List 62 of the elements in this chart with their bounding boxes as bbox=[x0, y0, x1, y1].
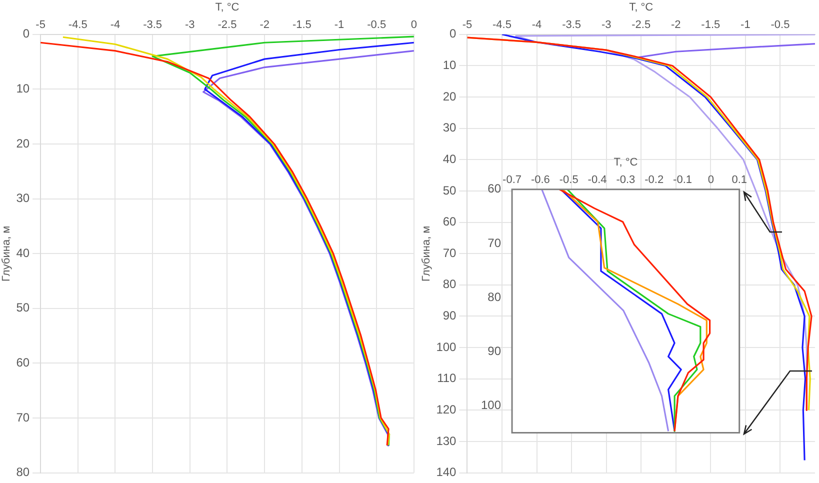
x-tick-label: -0.6 bbox=[530, 174, 550, 186]
x-tick-label: -2.5 bbox=[632, 18, 651, 31]
y-axis-title: Глубина, м bbox=[420, 226, 433, 282]
x-tick-label: -4.5 bbox=[492, 18, 512, 31]
x-tick-label: -0.4 bbox=[588, 174, 607, 186]
x-tick-label: -1.5 bbox=[292, 18, 312, 31]
y-tick-label: 120 bbox=[436, 402, 457, 416]
x-tick-label: -0.7 bbox=[502, 174, 522, 186]
x-tick-label: -3.5 bbox=[143, 18, 162, 31]
x-tick-label: -0.2 bbox=[644, 174, 664, 186]
x-tick-label: -2 bbox=[260, 18, 270, 31]
y-tick-label: 100 bbox=[436, 340, 457, 354]
y-tick-label: 70 bbox=[442, 246, 457, 260]
y-tick-label: 30 bbox=[16, 191, 30, 206]
y-tick-label: 10 bbox=[16, 82, 30, 96]
x-tick-label: -0.5 bbox=[559, 174, 578, 186]
y-tick-label: 110 bbox=[437, 371, 457, 386]
y-tick-label: 70 bbox=[16, 410, 30, 424]
x-tick-label: -0.5 bbox=[770, 18, 790, 31]
x-tick-label: -5 bbox=[462, 18, 472, 31]
x-tick-label: -1 bbox=[740, 18, 750, 31]
y-tick-label: 130 bbox=[436, 434, 457, 448]
y-tick-label: 40 bbox=[16, 246, 30, 260]
y-tick-label: 10 bbox=[442, 58, 457, 72]
x-tick-label: -4 bbox=[110, 18, 120, 31]
y-tick-label: 50 bbox=[16, 300, 30, 315]
x-tick-label: -4 bbox=[532, 18, 542, 31]
y-tick-label: 60 bbox=[16, 356, 30, 370]
x-tick-label: -2.5 bbox=[218, 18, 237, 31]
x-tick-label: -1 bbox=[334, 18, 344, 31]
y-tick-label: 30 bbox=[442, 120, 457, 135]
y-tick-label: 80 bbox=[16, 465, 30, 480]
y-tick-label: 60 bbox=[442, 214, 457, 229]
x-axis-title: T, °C bbox=[629, 2, 654, 14]
x-tick-label: -0.3 bbox=[616, 174, 636, 186]
y-tick-label: 70 bbox=[488, 236, 502, 250]
y-tick-label: 80 bbox=[488, 290, 502, 304]
y-tick-label: 140 bbox=[436, 465, 457, 480]
x-tick-label: -3.5 bbox=[562, 18, 582, 31]
y-tick-label: 80 bbox=[442, 277, 457, 292]
x-tick-label: -2 bbox=[671, 18, 681, 31]
x-tick-label: -3 bbox=[185, 18, 195, 31]
x-tick-label: -5 bbox=[36, 18, 46, 31]
y-tick-label: 20 bbox=[16, 136, 30, 150]
x-tick-label: -1.5 bbox=[701, 18, 720, 31]
x-axis-title: T, °C bbox=[614, 156, 638, 169]
y-tick-label: 60 bbox=[488, 182, 502, 196]
x-tick-label: -0.1 bbox=[673, 174, 692, 186]
y-tick-label: 40 bbox=[442, 152, 457, 166]
y-tick-label: 90 bbox=[488, 344, 502, 358]
x-tick-label: -0.5 bbox=[367, 18, 386, 31]
y-tick-label: 90 bbox=[442, 308, 457, 323]
y-tick-label: 100 bbox=[480, 398, 502, 412]
x-tick-label: -4.5 bbox=[68, 18, 88, 31]
x-tick-label: 0.1 bbox=[732, 174, 748, 186]
x-tick-label: 0 bbox=[410, 18, 418, 31]
y-tick-label: 20 bbox=[442, 89, 457, 104]
y-tick-label: 50 bbox=[442, 183, 457, 198]
y-axis-title: Глубина, м bbox=[0, 226, 13, 282]
x-axis-title: T, °C bbox=[215, 2, 240, 14]
x-tick-label: 0 bbox=[708, 174, 714, 186]
x-tick-label: -3 bbox=[601, 18, 612, 31]
